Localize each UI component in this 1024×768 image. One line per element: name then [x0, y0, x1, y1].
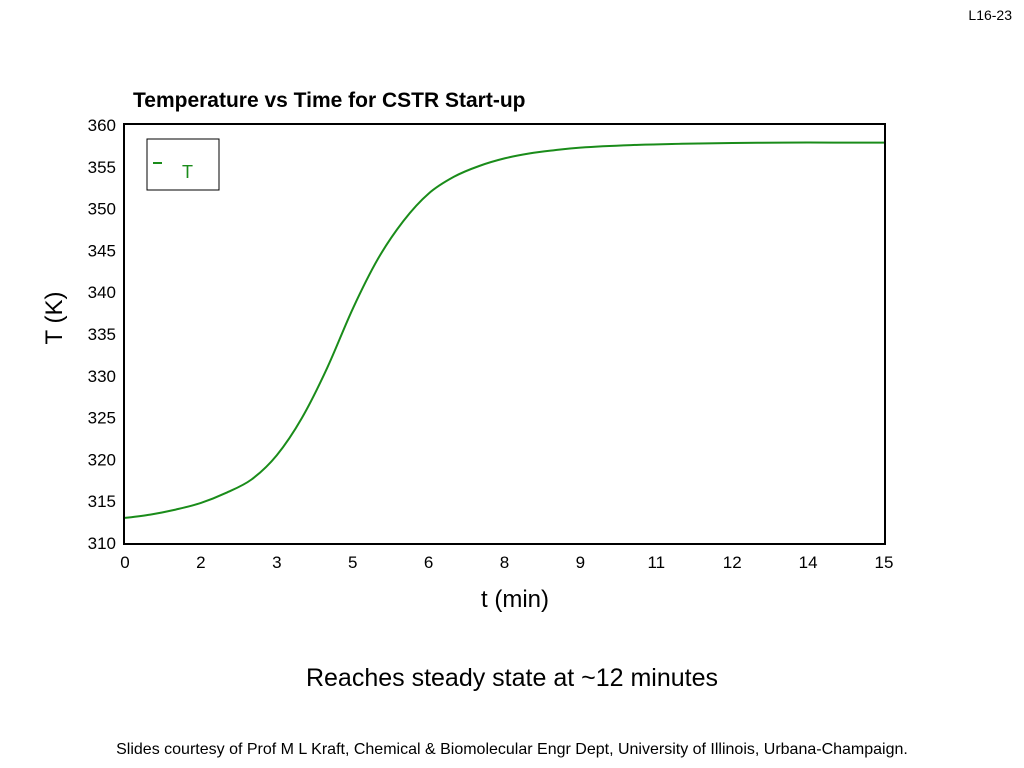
series-line-t — [124, 141, 884, 519]
x-axis-ticks: 0 2 3 5 6 8 9 11 12 14 15 — [120, 553, 893, 572]
y-axis-ticks: 310 315 320 325 330 335 340 345 350 355 360 — [88, 116, 116, 553]
x-tick-label: 14 — [799, 553, 818, 572]
x-tick-label: 5 — [348, 553, 357, 572]
x-axis-label: t (min) — [481, 586, 549, 613]
plot-frame — [123, 123, 886, 545]
y-tick-label: 325 — [88, 409, 116, 428]
temperature-chart: Temperature vs Time for CSTR Start-up 31… — [41, 89, 893, 613]
chart-title: Temperature vs Time for CSTR Start-up — [133, 89, 525, 112]
legend-box — [146, 138, 220, 191]
y-tick-label: 355 — [88, 158, 116, 177]
slide-number: L16-23 — [968, 7, 1012, 23]
x-tick-label: 2 — [196, 553, 205, 572]
slide-credit: Slides courtesy of Prof M L Kraft, Chemi… — [116, 741, 908, 758]
y-axis-label: T (K) — [41, 292, 68, 345]
y-tick-label: 315 — [88, 492, 116, 511]
y-tick-label: 350 — [88, 200, 116, 219]
slide-caption: Reaches steady state at ~12 minutes — [305, 664, 719, 692]
legend-label-t: T — [182, 162, 193, 182]
y-tick-label: 345 — [88, 241, 116, 260]
y-tick-label: 330 — [88, 367, 116, 386]
x-tick-label: 9 — [576, 553, 585, 572]
x-tick-label: 0 — [120, 553, 129, 572]
x-tick-label: 8 — [500, 553, 509, 572]
y-tick-label: 335 — [88, 325, 116, 344]
legend: T — [146, 138, 220, 191]
y-tick-label: 320 — [88, 450, 116, 469]
y-tick-label: 340 — [88, 283, 116, 302]
y-tick-label: 310 — [88, 534, 116, 553]
x-tick-label: 12 — [723, 553, 742, 572]
x-tick-label: 6 — [424, 553, 433, 572]
x-tick-label: 3 — [272, 553, 281, 572]
x-tick-label: 15 — [875, 553, 894, 572]
x-tick-label: 11 — [647, 553, 665, 572]
y-tick-label: 360 — [88, 116, 116, 135]
